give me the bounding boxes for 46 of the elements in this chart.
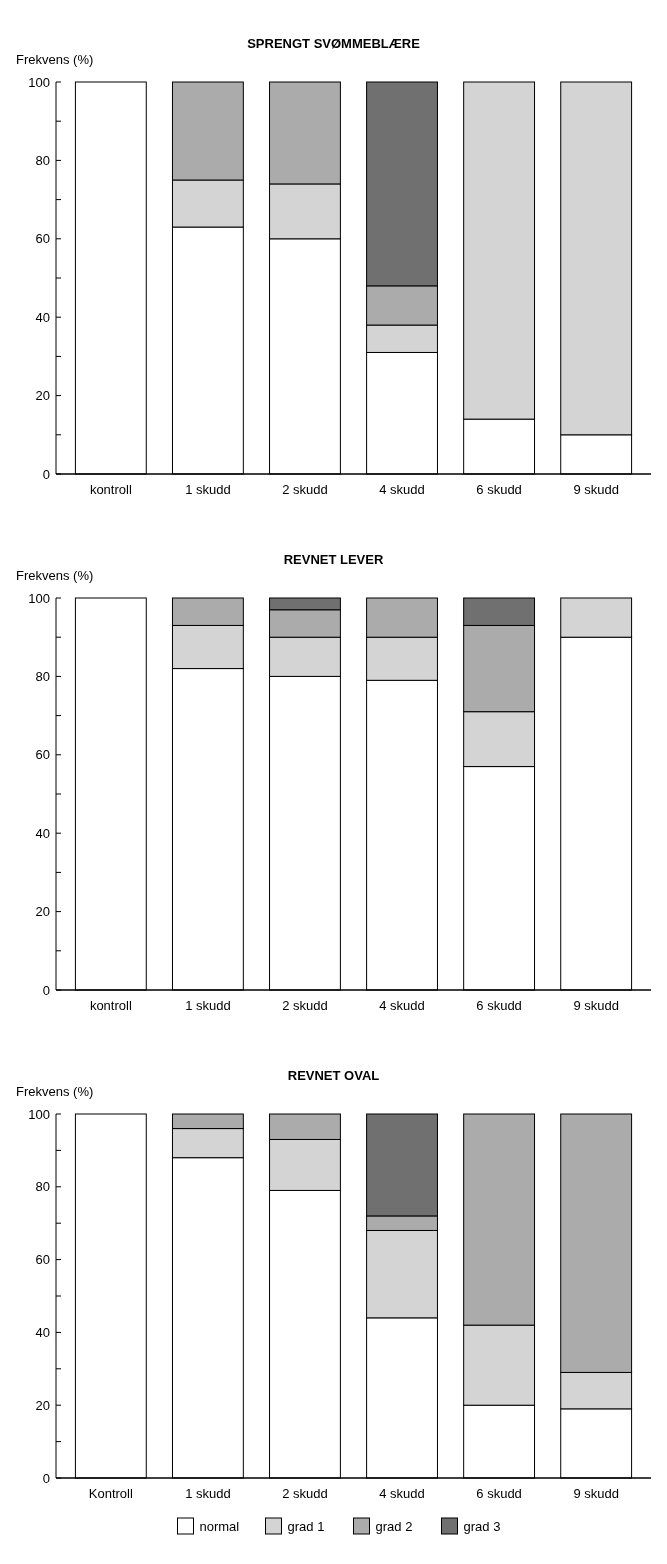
y-axis-title: Frekvens (%) <box>16 1084 94 1099</box>
x-tick-label: Kontroll <box>88 1486 133 1501</box>
x-tick-label: 9 skudd <box>573 482 619 497</box>
y-tick-label: 100 <box>28 1106 50 1122</box>
y-tick-label: 0 <box>42 982 50 998</box>
y-tick-label: 100 <box>28 74 50 90</box>
legend-label: grad 3 <box>463 1519 501 1534</box>
y-axis-title: Frekvens (%) <box>16 568 94 583</box>
y-axis-title: Frekvens (%) <box>16 52 94 67</box>
legend-label: grad 2 <box>375 1519 413 1534</box>
y-tick-label: 20 <box>35 904 50 920</box>
x-tick-label: 6 skudd <box>476 482 522 497</box>
x-tick-label: 1 skudd <box>185 482 231 497</box>
legend-label: grad 1 <box>287 1519 325 1534</box>
x-tick-label: kontroll <box>89 482 132 497</box>
y-tick-label: 60 <box>35 1252 50 1268</box>
x-tick-label: 6 skudd <box>476 1486 522 1501</box>
y-tick-label: 20 <box>35 1397 50 1413</box>
y-tick-label: 100 <box>28 590 50 606</box>
chart-title: SPRENGT SVØMMEBLÆRE <box>247 36 421 51</box>
y-tick-label: 20 <box>35 388 50 404</box>
legend-label: normal <box>199 1519 240 1534</box>
x-tick-label: 2 skudd <box>282 1486 328 1501</box>
y-tick-label: 60 <box>35 231 50 247</box>
x-tick-label: 4 skudd <box>379 482 425 497</box>
y-tick-label: 0 <box>42 466 50 482</box>
x-tick-label: 4 skudd <box>379 1486 425 1501</box>
y-tick-label: 80 <box>35 668 50 684</box>
x-tick-label: kontroll <box>89 998 132 1013</box>
y-tick-label: 40 <box>35 825 50 841</box>
y-tick-label: 40 <box>35 1324 50 1340</box>
chart-title: REVNET OVAL <box>287 1068 380 1083</box>
x-tick-label: 9 skudd <box>573 1486 619 1501</box>
x-tick-label: 1 skudd <box>185 998 231 1013</box>
x-tick-label: 2 skudd <box>282 998 328 1013</box>
y-tick-label: 80 <box>35 1179 50 1195</box>
x-tick-label: 1 skudd <box>185 1486 231 1501</box>
x-tick-label: 9 skudd <box>573 998 619 1013</box>
y-tick-label: 40 <box>35 309 50 325</box>
x-tick-label: 6 skudd <box>476 998 522 1013</box>
y-tick-label: 80 <box>35 152 50 168</box>
y-tick-label: 60 <box>35 747 50 763</box>
x-tick-label: 4 skudd <box>379 998 425 1013</box>
chart-title: REVNET LEVER <box>283 552 384 567</box>
x-tick-label: 2 skudd <box>282 482 328 497</box>
y-tick-label: 0 <box>42 1470 50 1486</box>
